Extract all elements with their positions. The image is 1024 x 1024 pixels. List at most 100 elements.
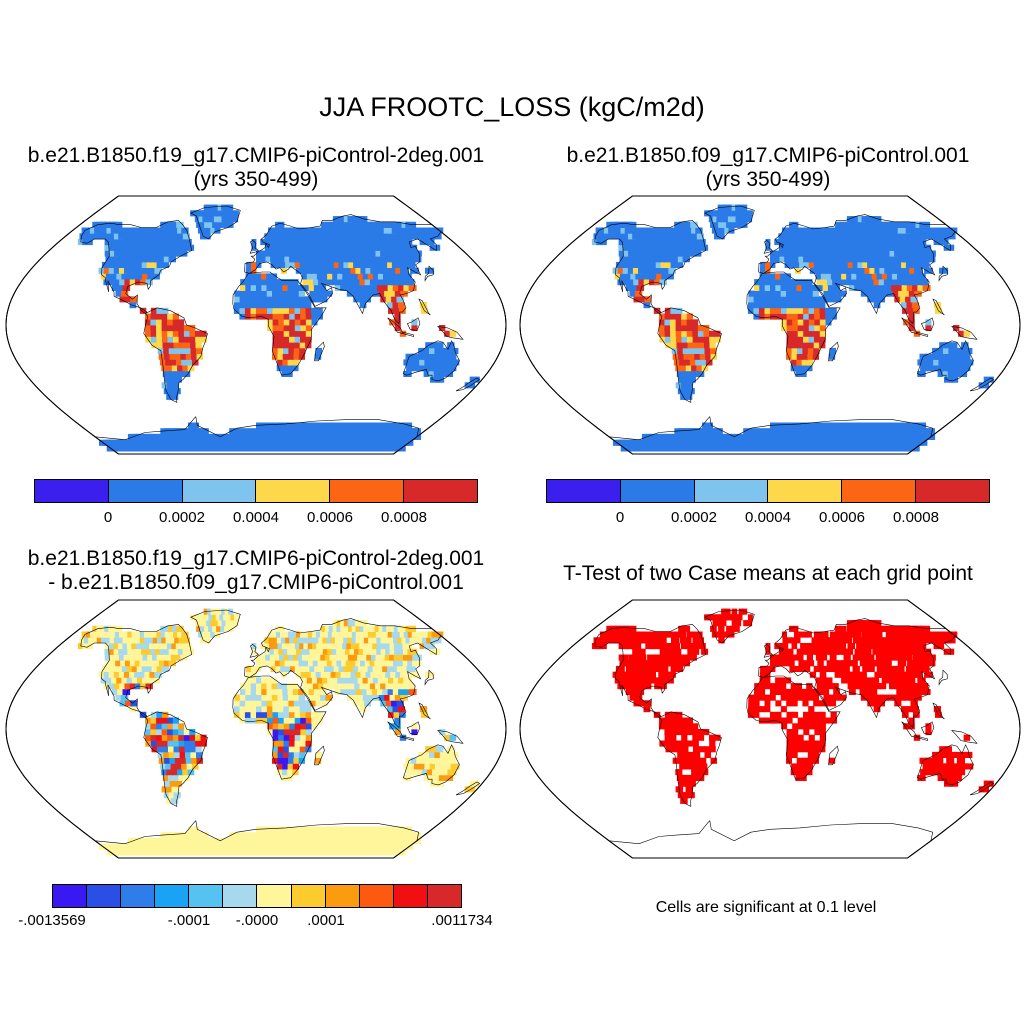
grid-cell (785, 688, 792, 695)
grid-cell (288, 694, 295, 701)
grid-cell (324, 654, 332, 661)
grid-cell (825, 717, 832, 724)
grid-cell (356, 688, 364, 695)
grid-cell (670, 665, 679, 672)
grid-cell (231, 843, 237, 850)
grid-cell (178, 330, 185, 337)
grid-cell (808, 422, 815, 429)
grid-cell (797, 319, 804, 326)
grid-cell (240, 284, 246, 291)
grid-cell (141, 648, 150, 655)
grid-cell (803, 233, 810, 240)
grid-cell (951, 769, 960, 776)
grid-cell (864, 688, 872, 695)
grid-cell (299, 631, 307, 638)
grid-cell (214, 227, 221, 234)
grid-cell (303, 428, 310, 435)
grid-cell (256, 279, 262, 286)
grid-cell (803, 330, 810, 337)
grid-cell (696, 365, 704, 372)
grid-cell (786, 740, 793, 747)
grid-cell (352, 694, 360, 701)
map-border (5, 195, 507, 455)
grid-cell (680, 250, 688, 257)
grid-cell (898, 290, 906, 297)
grid-cell (164, 244, 172, 251)
grid-cell (296, 445, 303, 452)
grid-cell (682, 660, 690, 667)
grid-cell (890, 244, 899, 251)
grid-cell (301, 677, 309, 684)
grid-cell (161, 319, 168, 326)
grid-cell (313, 648, 321, 655)
grid-cell (237, 433, 243, 440)
grid-cell (764, 683, 771, 690)
grid-cell (239, 302, 246, 309)
grid-cell (183, 325, 190, 332)
grid-cell (878, 660, 887, 667)
grid-cell (872, 700, 880, 707)
grid-cell (278, 734, 285, 741)
grid-cell (596, 239, 607, 246)
grid-cell (869, 643, 878, 650)
grid-cell (797, 296, 804, 303)
grid-cell (294, 313, 301, 320)
grid-cell (658, 660, 667, 667)
grid-cell (408, 284, 417, 291)
grid-cell (901, 261, 910, 268)
grid-cell (815, 233, 823, 240)
grid-cell (408, 688, 417, 695)
grid-cell (250, 688, 257, 695)
grid-cell (678, 353, 685, 360)
grid-cell (244, 307, 251, 314)
grid-cell (413, 359, 422, 366)
grid-cell (802, 757, 809, 764)
grid-cell (691, 244, 700, 251)
grid-cell (256, 256, 262, 263)
grid-cell (802, 428, 809, 435)
grid-cell (282, 284, 289, 291)
grid-cell (886, 261, 895, 268)
grid-cell (239, 711, 246, 718)
grid-cell (731, 216, 738, 223)
grid-cell (886, 643, 896, 650)
grid-cell (944, 233, 956, 240)
grid-cell (278, 723, 285, 730)
grid-cell (854, 648, 863, 655)
grid-cell (747, 428, 753, 435)
grid-cell (644, 296, 652, 303)
grid-cell (285, 439, 292, 446)
grid-cell (774, 256, 781, 263)
grid-cell (360, 660, 368, 667)
grid-cell (375, 250, 385, 257)
grid-cell (140, 279, 148, 286)
grid-cell (426, 365, 436, 372)
grid-cell (160, 631, 169, 638)
grid-cell (215, 433, 222, 440)
grid-cell (729, 433, 736, 440)
grid-cell (298, 284, 305, 291)
grid-cell (710, 757, 717, 764)
grid-cell (168, 370, 176, 377)
grid-cell (442, 769, 452, 776)
grid-cell (157, 342, 164, 349)
grid-cell (200, 336, 207, 343)
grid-cell (683, 353, 691, 360)
grid-cell (178, 233, 186, 240)
grid-cell (229, 445, 235, 452)
grid-cell (168, 774, 176, 781)
grid-cell (910, 296, 918, 303)
grid-cell (829, 654, 837, 661)
grid-cell (792, 734, 799, 741)
grid-cell (753, 296, 760, 303)
grid-cell (251, 648, 257, 655)
grid-cell (210, 620, 217, 627)
grid-cell (841, 677, 848, 684)
grid-cell (193, 210, 201, 217)
grid-cell (764, 296, 771, 303)
grid-cell (201, 614, 208, 621)
grid-cell (385, 267, 394, 274)
grid-cell (226, 614, 232, 621)
grid-cell (406, 279, 415, 286)
grid-cell (795, 239, 802, 246)
